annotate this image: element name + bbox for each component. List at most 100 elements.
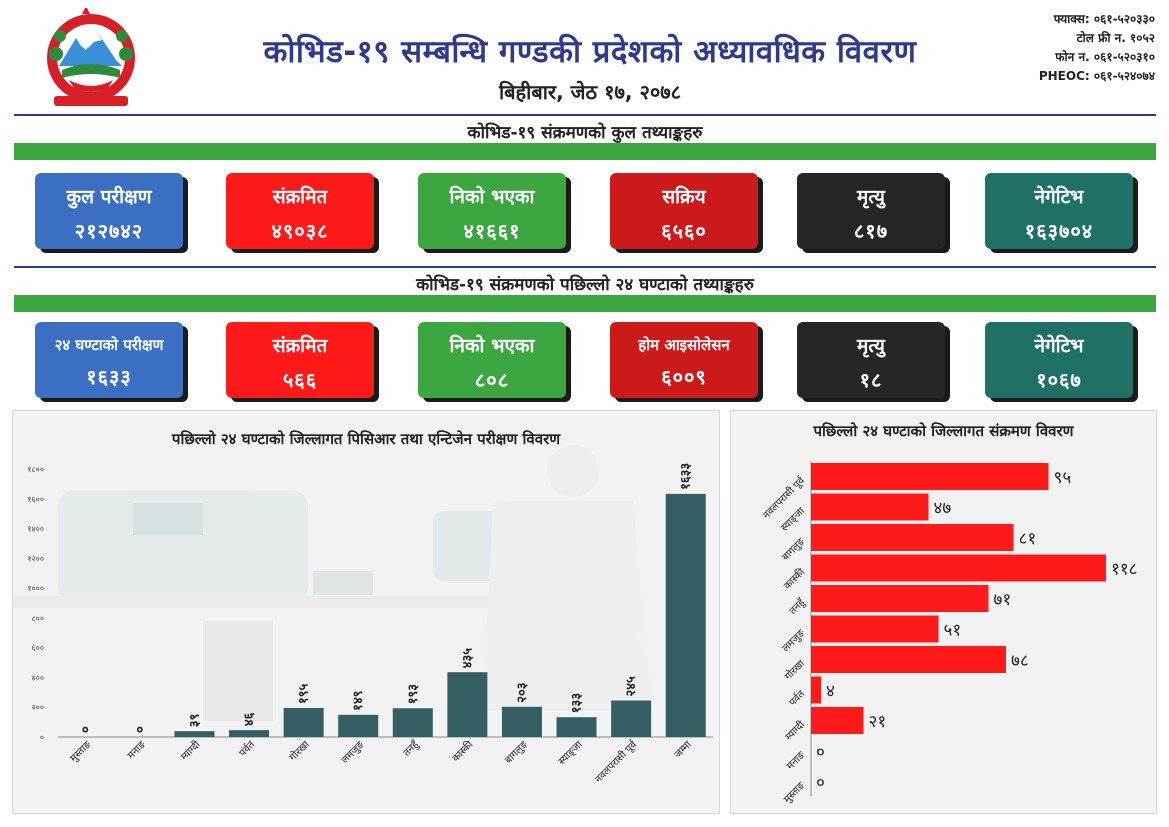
y-tick-label: म्याग्दी [783, 718, 808, 743]
y-tick-label: लमजुङ [781, 627, 808, 654]
last24-heading: कोभिड-१९ संक्रमणको पछिल्लो २४ घण्टाको तथ… [416, 275, 754, 295]
card-value: ८१७ [853, 219, 889, 243]
y-tick-label: ८०० [32, 614, 44, 623]
bar-value-label: १९३ [406, 684, 421, 705]
y-tick-label: बागलुङ [780, 536, 807, 563]
card-value: १८ [859, 368, 883, 392]
bar-value-label: ० [133, 726, 148, 733]
contact-info: फ्याक्स: ०६१-५२०३३० टोल फ्री न. १०५२ फोन… [1039, 10, 1155, 86]
totals-heading: कोभिड-१९ संक्रमणको कुल तथ्याङ्कहरु [467, 123, 703, 143]
card-label: मृत्यु [857, 335, 885, 357]
bar-value-label: ११८ [1111, 560, 1138, 580]
y-tick-label: गोरखा [782, 657, 807, 682]
y-tick-label: मुस्ताङ [782, 780, 808, 806]
card-label: २४ घण्टाको परीक्षण [54, 336, 164, 354]
bar-value-label: ९५ [1054, 468, 1072, 488]
bar [665, 493, 706, 737]
card-label: नेगेटिभ [1034, 335, 1084, 357]
stat-card-24h-infected: संक्रमित ५६६ [226, 322, 374, 398]
bar-value-label: ३९ [187, 714, 202, 728]
bar-value-label: ४३५ [460, 648, 475, 669]
card-label: सक्रिय [662, 186, 706, 208]
bar-value-label: २१ [869, 712, 887, 732]
stat-card-24h-negative: नेगेटिभ १०६७ [985, 322, 1133, 398]
y-tick-label: १००० [27, 584, 44, 593]
y-tick-label: मनाङ [785, 749, 808, 772]
card-value: ५६६ [282, 368, 318, 392]
contact-pheoc: PHEOC: ०६१-५२४०७४ [1038, 69, 1155, 83]
x-tick-label: तनहुँ [401, 738, 423, 760]
bar [811, 463, 1049, 490]
x-tick-label: कास्की [450, 738, 476, 764]
x-tick-label: स्याङ्जा [557, 739, 585, 767]
y-tick-label: १८०० [27, 465, 44, 474]
bar [338, 714, 379, 737]
card-value: १०६७ [1036, 368, 1082, 392]
card-value: १६३७०४ [1024, 219, 1094, 243]
bar-value-label: ० [816, 743, 825, 763]
contact-tollfree: टोल फ्री न. १०५२ [1076, 31, 1155, 45]
bar [611, 700, 652, 737]
bar-value-label: ४७ [934, 499, 952, 519]
x-tick-label: मुस्ताङ [68, 739, 94, 765]
card-label: संक्रमित [272, 186, 328, 208]
contact-fax: फ्याक्स: ०६१-५२०३३० [1053, 12, 1155, 26]
bar [229, 730, 270, 737]
bar-value-label: ७१ [994, 590, 1012, 610]
x-tick-label: मनाङ [126, 739, 149, 762]
header-divider [14, 114, 1156, 116]
card-value: १६३३ [86, 365, 132, 389]
infection-chart-title: पछिल्लो २४ घण्टाको जिल्लागत संक्रमण विवर… [813, 422, 1074, 440]
section-divider [14, 266, 1156, 268]
contact-phone: फोन न. ०६१-५२०३१० [1055, 50, 1155, 64]
infection-chart-panel: पछिल्लो २४ घण्टाको जिल्लागत संक्रमण विवर… [730, 410, 1157, 814]
bar [811, 554, 1106, 582]
report-date: बिहीबार, जेठ १७, २०७८ [498, 80, 682, 104]
x-tick-label: नवलपरासी पूर्व [593, 738, 640, 785]
bar-value-label: ७८ [1011, 651, 1029, 671]
stat-card-deaths: मृत्यु ८१७ [797, 173, 945, 249]
y-tick-label: ० [40, 733, 44, 742]
stat-card-negative: नेगेटिभ १६३७०४ [985, 173, 1133, 249]
bar [811, 524, 1014, 551]
bar-value-label: १६३३ [679, 463, 694, 490]
x-tick-label: पर्वत [237, 738, 258, 759]
y-tick-label: ६०० [32, 644, 44, 653]
card-value: ४१६६१ [463, 219, 521, 243]
y-tick-label: २०० [32, 703, 44, 712]
bar-value-label: ४ [826, 682, 835, 702]
y-tick-label: ४०० [32, 673, 44, 682]
card-label: होम आइसोलेसन [638, 336, 730, 354]
y-tick-label: तनहुँ [787, 596, 809, 618]
card-label: निको भएका [449, 335, 535, 357]
x-tick-label: बागलुङ [503, 739, 530, 766]
stat-card-recovered: निको भएका ४१६६१ [418, 173, 566, 249]
y-tick-label: १२०० [27, 554, 44, 563]
card-value: २१२७४२ [74, 219, 144, 243]
tests-chart-axes: ० २०० ४०० ६०० ८०० १००० १२०० १४०० १६०० १८०० [27, 465, 713, 742]
tests-bar-chart: ० २०० ४०० ६०० ८०० १००० १२०० १४०० १६०० १८०० ० मुस्त… [13, 445, 713, 785]
x-tick-label: लमजुङ [340, 739, 367, 766]
bar-value-label: १४९ [351, 691, 366, 711]
y-tick-label: कास्की [781, 566, 807, 592]
bar-value-label: १३३ [570, 693, 585, 714]
card-label: मृत्यु [857, 186, 885, 208]
tests-chart-panel: पछिल्लो २४ घण्टाको जिल्लागत पिसिआर तथा ए… [12, 410, 720, 814]
card-label: संक्रमित [272, 335, 328, 357]
lab-illustration [13, 445, 653, 721]
stat-card-24h-home-isolation: होम आइसोलेसन ६००९ [610, 322, 758, 398]
y-tick-label: १४०० [27, 525, 44, 534]
tests-chart-bars: ० मुस्ताङ ० मनाङ ३९ म्याग्दी ४६ पर्वत १९५ गोरखा १४… [68, 463, 706, 785]
bar-value-label: ० [816, 773, 825, 793]
stat-card-total-tests: कुल परीक्षण २१२७४२ [35, 173, 183, 249]
bar-value-label: ८१ [1019, 529, 1037, 549]
stat-card-active: सक्रिय ६५६० [610, 173, 758, 249]
y-tick-label: स्याङ्जा [779, 506, 807, 534]
card-value: ६५६० [661, 219, 707, 243]
bar-value-label: १९५ [297, 683, 312, 704]
y-tick-label: १६०० [27, 495, 44, 504]
bar-value-label: २४५ [624, 676, 639, 697]
bar [283, 707, 324, 737]
last24-green-bar [14, 295, 1156, 312]
